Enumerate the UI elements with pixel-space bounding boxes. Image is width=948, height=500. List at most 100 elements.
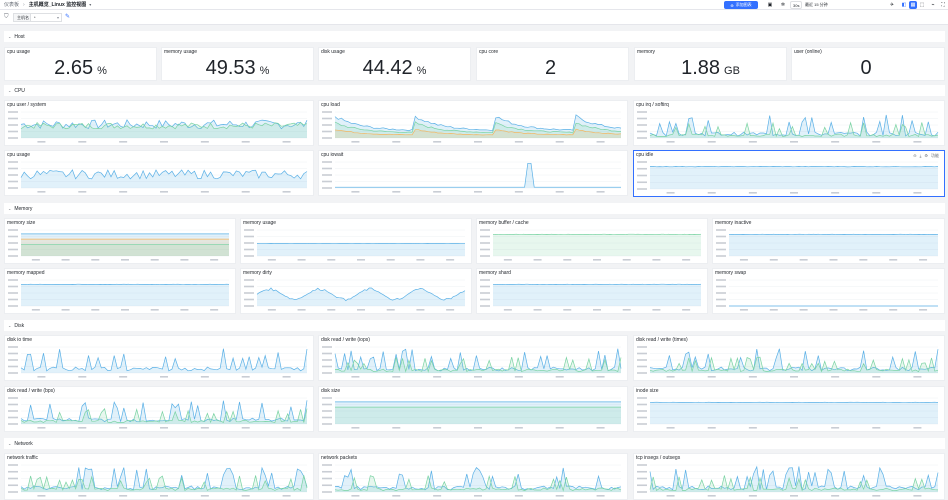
stat-value: 44.42 (362, 56, 413, 79)
x-tick-mark (622, 309, 631, 311)
row-network[interactable]: ⌄ Network (4, 438, 945, 449)
caret-down-icon: ⌄ (8, 34, 12, 39)
chart-panel-memory-shard[interactable]: memory shard (476, 268, 708, 314)
chevron-down-icon[interactable]: ▾ (89, 2, 92, 7)
expand-icon[interactable]: ⛶ (941, 2, 945, 8)
chart-panel-network-traffic[interactable]: network traffic (4, 453, 314, 500)
more-icon[interactable]: ⌁ (931, 2, 935, 8)
chevron-right-icon: › (23, 1, 25, 8)
chart-panel-cpu-irq-softirq[interactable]: cpu irq / softirq (633, 100, 945, 146)
x-tick-mark (392, 141, 401, 143)
y-tick-mark (244, 279, 254, 281)
series-area (21, 400, 307, 424)
chart-panel-cpu-load[interactable]: cpu load (318, 100, 628, 146)
edit-icon[interactable]: ✎ (65, 14, 71, 20)
breadcrumb-root[interactable]: 仪表板 (4, 2, 20, 8)
settings-icon[interactable]: ⚙ (924, 153, 928, 158)
series-line (492, 283, 702, 286)
x-tick-mark (593, 259, 601, 261)
series-area (257, 243, 465, 256)
y-tick-mark (8, 229, 18, 231)
x-tick-mark (267, 259, 276, 261)
chart-panel-cpu-user-system[interactable]: cpu user / system (4, 100, 314, 146)
x-tick-mark (748, 141, 757, 143)
chart-plot (637, 464, 939, 497)
chart-panel-memory-size[interactable]: memory size (4, 218, 236, 264)
row-memory[interactable]: ⌄ Memory (4, 203, 945, 214)
refresh-interval-select[interactable]: 30s (790, 1, 803, 9)
x-tick-mark (913, 427, 922, 429)
y-tick-mark (8, 167, 18, 170)
y-tick-mark (8, 410, 18, 412)
stat-panel[interactable]: memory usage 49.53% (161, 47, 314, 81)
chart-panel-disk-rw-bps[interactable]: disk read / write (bps) (4, 386, 314, 432)
variable-label: 主机名 (13, 13, 31, 22)
series-line (649, 121, 939, 138)
gear-icon[interactable]: ✲ (780, 2, 786, 8)
y-tick-mark (637, 188, 647, 190)
chart-panel-cpu-usage[interactable]: cpu usage (4, 150, 314, 196)
chart-panel-disk-rw-iops[interactable]: disk read / write (iops) (318, 335, 628, 381)
zoom-icon[interactable]: ⊖ (913, 153, 917, 158)
time-range-picker[interactable]: 最近 15 分钟 (803, 1, 888, 9)
view-toggle-icon[interactable]: ◧ (901, 2, 907, 8)
series-line (20, 408, 308, 424)
chart-panel-tcp-insegs-outsegs[interactable]: tcp insegs / outsegs (633, 453, 945, 500)
x-tick-mark (37, 427, 46, 429)
x-tick-mark (514, 376, 523, 378)
chart-panel-network-packets[interactable]: network packets (318, 453, 628, 500)
stat-panel[interactable]: disk usage 44.42% (318, 47, 471, 81)
add-chart-button[interactable]: ⊕ 添加图表 (724, 1, 758, 9)
x-tick-mark (707, 495, 716, 497)
x-tick-mark (282, 191, 291, 193)
download-icon[interactable]: ⤓ (919, 153, 922, 158)
row-cpu[interactable]: ⌄ CPU (4, 85, 945, 96)
save-icon[interactable]: ▣ (767, 2, 773, 8)
row-host[interactable]: ⌄ Host (4, 31, 945, 42)
y-tick-mark (637, 167, 647, 170)
chart-panel-disk-io-time[interactable]: disk io time (4, 335, 314, 381)
y-tick-mark (637, 477, 647, 480)
chart-panel-memory-usage[interactable]: memory usage (240, 218, 472, 264)
x-tick-mark (267, 309, 276, 311)
x-tick-mark (872, 141, 881, 143)
x-tick-mark (790, 376, 798, 378)
x-tick-mark (831, 192, 840, 194)
x-tick-mark (769, 259, 778, 261)
x-tick-mark (91, 309, 100, 311)
chart-panel-memory-mapped[interactable]: memory mapped (4, 268, 236, 314)
chart-panel-cpu-idle[interactable]: cpu idle ⊖ ⤓ ⚙ 功能 (633, 150, 945, 197)
stat-unit: GB (724, 64, 740, 77)
chart-panel-cpu-iowait[interactable]: cpu iowait (318, 150, 628, 196)
fullscreen-icon[interactable]: ⬚ (919, 2, 925, 8)
stat-panel[interactable]: cpu core 2 (476, 47, 629, 81)
stat-panel[interactable]: cpu usage 2.65% (4, 47, 157, 81)
y-tick-mark (480, 255, 490, 257)
panel-menu[interactable]: 功能 (931, 153, 939, 158)
chart-panel-disk-rw-times[interactable]: disk read / write (times) (633, 335, 945, 381)
series-line (649, 356, 939, 373)
filter-icon[interactable]: ⛉ (4, 14, 9, 20)
x-tick-mark (889, 259, 898, 261)
dashboard-title[interactable]: 主机概览_Linux 监控视图 (28, 2, 87, 8)
stat-panel[interactable]: user (online) 0 (791, 47, 945, 81)
chart-panel-memory-swap[interactable]: memory swap (712, 268, 945, 314)
x-tick-mark (416, 259, 425, 261)
chart-panel-memory-buffer-cache[interactable]: memory buffer / cache (476, 218, 708, 264)
pin-icon[interactable]: ✈ (889, 2, 895, 8)
x-tick-mark (37, 376, 46, 378)
stat-panel[interactable]: memory 1.88 GB (634, 47, 787, 81)
grid-view-icon[interactable]: ▦ (909, 1, 917, 9)
chart-panel-inode-size[interactable]: inode size (633, 386, 945, 432)
row-disk[interactable]: ⌄ Disk (4, 320, 945, 331)
chart-panel-memory-inactive[interactable]: memory inactive (712, 218, 945, 264)
host-variable-select[interactable]: * ▾ (30, 13, 62, 22)
x-tick-mark (790, 495, 798, 497)
y-tick-mark (322, 187, 332, 189)
chart-panel-disk-size[interactable]: disk size (318, 386, 628, 432)
series-area (650, 466, 938, 492)
y-tick-mark (322, 130, 332, 133)
x-tick-mark (351, 427, 360, 429)
chart-panel-memory-dirty[interactable]: memory dirty (240, 268, 472, 314)
chart-plot (480, 229, 702, 261)
